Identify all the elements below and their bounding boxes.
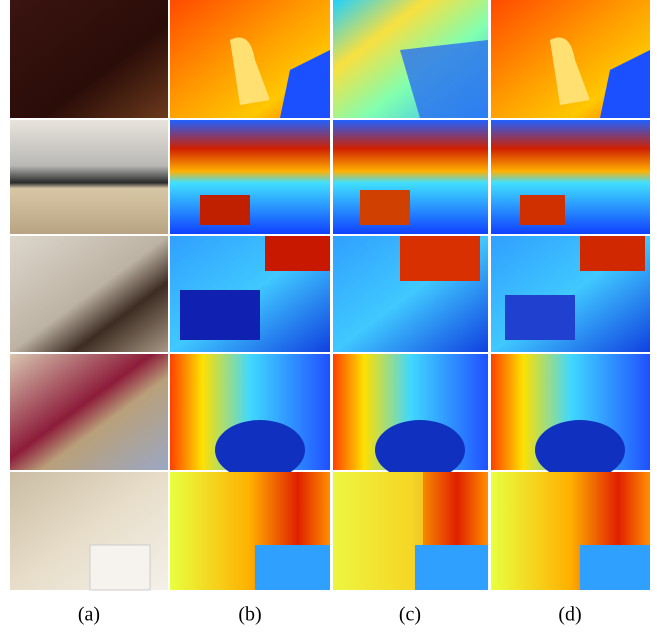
depth-region	[520, 195, 565, 225]
depth-region	[230, 37, 270, 105]
depth-region	[400, 40, 488, 118]
depth-region	[255, 545, 330, 590]
depth-region	[535, 420, 625, 480]
depth-region	[400, 236, 480, 281]
depth-region	[415, 545, 488, 590]
depth-region	[215, 420, 305, 480]
depth-region	[200, 195, 250, 225]
depth-region	[375, 420, 465, 480]
depth-region	[360, 190, 410, 225]
depth-region	[280, 50, 330, 118]
column-label: (b)	[238, 604, 261, 626]
image-grid	[10, 0, 650, 591]
depth-region	[180, 290, 260, 340]
input-image	[10, 354, 168, 470]
image-region	[89, 544, 151, 591]
column-label: (a)	[78, 604, 100, 626]
depth-region	[600, 50, 650, 118]
depth-region	[550, 37, 590, 105]
column-label: (d)	[558, 604, 581, 626]
depth-region	[265, 236, 330, 271]
input-image	[10, 120, 168, 234]
depth-region	[580, 545, 650, 590]
input-image	[10, 0, 168, 118]
depth-map	[333, 120, 488, 234]
input-image	[10, 236, 168, 352]
column-label: (c)	[399, 604, 421, 626]
depth-map	[491, 120, 650, 234]
depth-region	[505, 295, 575, 340]
depth-region	[580, 236, 645, 271]
depth-region	[333, 472, 423, 590]
